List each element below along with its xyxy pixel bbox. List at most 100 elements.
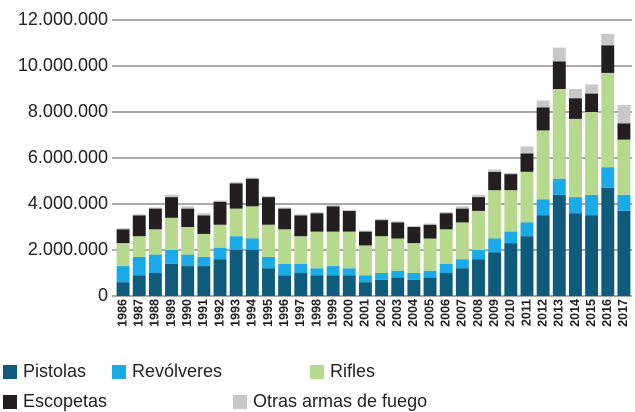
bar-segment (617, 105, 631, 124)
bar-segment (423, 224, 437, 239)
bar-segment (585, 112, 599, 195)
bar-segment (262, 268, 275, 296)
bar-segment (423, 238, 437, 271)
x-tick-label: 2008 (471, 299, 485, 327)
bar-segment (358, 245, 372, 276)
x-tick-label: 1987 (132, 299, 146, 327)
bar-segment (181, 208, 195, 227)
bar-segment (536, 107, 550, 131)
x-tick-label: 1997 (293, 299, 307, 327)
bar-segment (245, 178, 259, 207)
bar-segment (310, 231, 324, 269)
bar-segment (294, 273, 308, 296)
bar-segment (326, 206, 340, 232)
bar-segment (585, 194, 599, 216)
legend-swatch (112, 365, 126, 379)
y-tick-label: 8.000.000 (28, 101, 108, 121)
bar-segment (423, 223, 437, 225)
bar-segment (585, 84, 599, 94)
bar-segment (342, 209, 356, 211)
x-tick-label: 1991 (196, 299, 210, 327)
bar-segment (245, 238, 259, 250)
bar-segment (229, 183, 243, 209)
bar-segment (488, 238, 502, 253)
bar-segment (278, 208, 292, 230)
bar-segment (536, 215, 550, 296)
y-tick-label: 10.000.000 (18, 55, 108, 75)
bar-segment (213, 200, 227, 202)
legend-label: Revólveres (132, 361, 222, 381)
bar-segment (197, 233, 211, 257)
bar-segment (407, 273, 421, 280)
bar-segment (375, 220, 389, 237)
bar-segment (455, 206, 469, 209)
x-tick-label: 2016 (600, 299, 614, 327)
x-tick-label: 1992 (212, 299, 226, 327)
bar-segment (213, 201, 227, 225)
bar-segment (601, 45, 615, 73)
bar-segment (375, 218, 389, 221)
x-tick-label: 2002 (374, 299, 388, 327)
bar-segment (116, 243, 130, 267)
bar-segment (504, 243, 518, 296)
bar-segment (358, 282, 372, 296)
bar-segment (552, 89, 566, 179)
bar-segment (407, 243, 421, 273)
bar-segment (568, 89, 582, 99)
bar-segment (229, 182, 243, 184)
bar-segment (568, 197, 582, 214)
x-tick-label: 1996 (277, 299, 291, 327)
x-tick-label: 1986 (115, 299, 129, 327)
x-tick-label: 2017 (616, 299, 630, 327)
x-tick-label: 2012 (535, 299, 549, 327)
bar-segment (116, 229, 130, 244)
bar-segment (245, 177, 259, 179)
x-tick-label: 1998 (309, 299, 323, 327)
bar-segment (213, 247, 227, 260)
bar-segment (278, 263, 292, 276)
bar-segment (536, 100, 550, 108)
bar-segment (278, 229, 292, 264)
x-tick-label: 1988 (148, 299, 162, 327)
x-tick-label: 2000 (342, 299, 356, 327)
bar-segment (568, 118, 582, 198)
bar-segment (391, 270, 405, 278)
bar-segment (472, 210, 485, 250)
bar-segment (488, 171, 502, 191)
bar-segment (552, 47, 566, 62)
x-tick-label: 1993 (228, 299, 242, 327)
bar-segment (294, 236, 308, 264)
bar-segment (148, 207, 162, 209)
bar-segment (278, 275, 292, 296)
bar-segment (148, 208, 162, 230)
bar-segment (617, 194, 631, 211)
bar-segment (520, 171, 534, 223)
legend-swatch (3, 395, 17, 409)
bar-segment (294, 263, 308, 273)
bar-segment (488, 169, 502, 172)
bar-segment (165, 250, 179, 264)
bar-segment (375, 279, 389, 296)
bar-segment (278, 207, 292, 209)
bar-segment (601, 187, 615, 296)
bar-segment (488, 190, 502, 239)
bar-segment (391, 221, 405, 223)
bar-segment (472, 194, 485, 198)
x-tick-label: 1999 (325, 299, 339, 327)
bar-segment (407, 227, 421, 244)
bar-segment (132, 275, 146, 296)
x-tick-label: 2010 (503, 299, 517, 327)
bar-segment (455, 259, 469, 269)
bar-segment (617, 139, 631, 195)
bar-segment (262, 256, 275, 269)
x-tick-label: 1995 (261, 299, 275, 327)
bar-segment (229, 236, 243, 250)
x-tick-label: 2009 (487, 299, 501, 327)
bar-segment (342, 231, 356, 269)
bar-segment (310, 275, 324, 296)
y-tick-label: 0 (98, 285, 108, 305)
bar-segment (245, 250, 259, 296)
bar-segment (310, 268, 324, 276)
bar-segment (165, 197, 179, 218)
bar-segment (181, 266, 195, 296)
